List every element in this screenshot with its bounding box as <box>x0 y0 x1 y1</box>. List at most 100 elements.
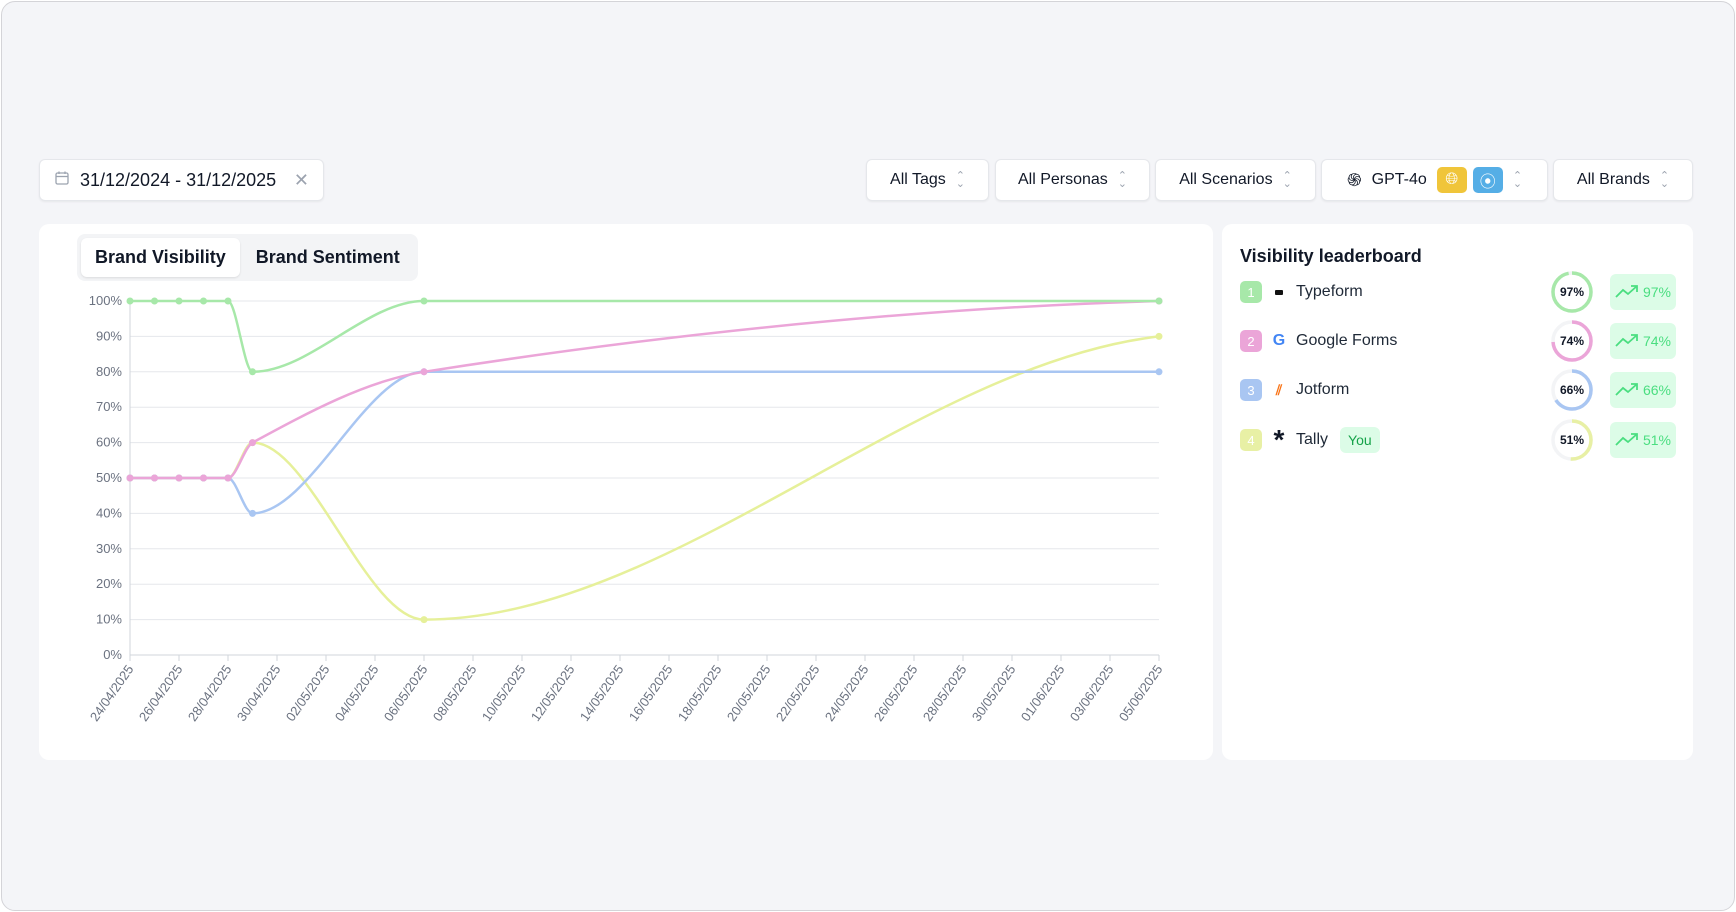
y-tick-label: 90% <box>96 328 122 343</box>
trend-value: 74% <box>1642 333 1672 349</box>
rank-badge: 1 <box>1240 281 1262 303</box>
data-point <box>151 297 158 305</box>
score-value: 97% <box>1559 285 1585 299</box>
score-value: 74% <box>1559 334 1585 348</box>
data-point <box>151 474 158 482</box>
chevron-updown-icon: ⌃ ⌄ <box>1512 170 1523 190</box>
x-tick-label: 16/05/2025 <box>626 662 676 724</box>
y-tick-label: 30% <box>96 541 122 556</box>
leaderboard-title: Visibility leaderboard <box>1240 246 1422 266</box>
x-tick-label: 26/04/2025 <box>136 662 186 724</box>
x-tick-label: 01/06/2025 <box>1018 662 1068 724</box>
leaderboard-item[interactable]: 1 Typeform 97% 97% <box>1240 270 1676 314</box>
tags-filter[interactable]: All Tags ⌃ ⌄ <box>866 159 989 201</box>
y-tick-label: 40% <box>96 505 122 520</box>
data-point <box>200 474 207 482</box>
trend-up-icon <box>1615 284 1639 301</box>
model-filter[interactable]: ֍ GPT-4o 🌐︎ ⦿ ⌃ ⌄ <box>1321 159 1548 201</box>
chevron-updown-icon: ⌃ ⌄ <box>955 170 965 190</box>
score-ring-fill <box>1551 320 1593 362</box>
y-tick-label: 100% <box>89 293 123 308</box>
trend-badge: 51% <box>1610 422 1676 458</box>
trend-up-icon <box>1615 333 1639 350</box>
brands-filter[interactable]: All Brands ⌃ ⌄ <box>1553 159 1693 201</box>
personas-filter-label: All Personas <box>1017 171 1108 188</box>
x-tick-label: 30/05/2025 <box>969 662 1019 724</box>
x-tick-label: 02/05/2025 <box>283 662 333 724</box>
brand-name: Google Forms <box>1296 332 1398 349</box>
score-ring-fill <box>1551 271 1593 313</box>
scenarios-filter[interactable]: All Scenarios ⌃ ⌄ <box>1155 159 1316 201</box>
chart-tabs: Brand Visibility Brand Sentiment <box>77 234 418 281</box>
clear-date-icon[interactable]: ✕ <box>293 169 309 190</box>
y-tick-label: 80% <box>96 364 122 379</box>
score-ring: 74% <box>1550 319 1594 363</box>
series-line-typeform <box>129 299 1159 374</box>
x-tick-label: 24/05/2025 <box>822 662 872 724</box>
x-tick-label: 26/05/2025 <box>871 662 921 724</box>
y-tick-label: 10% <box>96 612 122 627</box>
x-tick-label: 10/05/2025 <box>479 662 529 724</box>
data-point <box>126 297 134 305</box>
score-ring: 97% <box>1550 270 1594 314</box>
chevron-updown-icon: ⌃ ⌄ <box>1117 170 1128 190</box>
y-tick-label: 60% <box>96 435 122 450</box>
chevron-updown-icon: ⌃ ⌄ <box>1659 170 1670 190</box>
y-tick-label: 70% <box>96 399 122 414</box>
data-point <box>175 474 183 482</box>
trend-badge: 66% <box>1610 372 1676 408</box>
data-point <box>224 297 232 305</box>
x-tick-label: 20/05/2025 <box>724 662 774 724</box>
globe-icon: 🌐︎ <box>1436 167 1467 193</box>
y-tick-label: 20% <box>96 576 122 591</box>
data-point <box>249 439 256 447</box>
leaderboard-item[interactable]: 3 ⫽ Jotform 66% 66% <box>1240 369 1676 411</box>
google-logo-icon: G <box>1272 332 1286 349</box>
rank-badge: 4 <box>1240 429 1262 451</box>
x-tick-label: 22/05/2025 <box>773 662 823 724</box>
openai-icon: ֍ <box>1346 170 1362 190</box>
date-range-value: 31/12/2024 - 31/12/2025 <box>80 169 277 190</box>
chevron-updown-icon: ⌃ ⌄ <box>1282 170 1292 190</box>
typeform-logo-icon <box>1268 289 1290 295</box>
rank-badge: 2 <box>1240 330 1262 352</box>
score-ring-fill <box>1551 419 1593 461</box>
x-tick-label: 12/05/2025 <box>528 662 578 724</box>
trend-value: 97% <box>1642 284 1672 300</box>
tags-filter-label: All Tags <box>890 171 946 188</box>
jotform-logo-icon: ⫽ <box>1275 381 1283 398</box>
x-tick-label: 06/05/2025 <box>381 662 431 724</box>
score-ring: 51% <box>1550 418 1594 462</box>
series-line-google-forms <box>130 299 1160 480</box>
trend-badge: 74% <box>1610 323 1676 359</box>
tab-brand-visibility[interactable]: Brand Visibility <box>81 238 240 277</box>
trend-value: 51% <box>1642 432 1672 448</box>
data-point <box>1155 297 1163 305</box>
leaderboard-item[interactable]: 2 G Google Forms 74% 74% <box>1240 319 1676 363</box>
data-point <box>420 297 428 305</box>
score-ring-fill <box>1551 369 1593 411</box>
brand-name: Typeform <box>1296 283 1363 300</box>
visibility-line-chart: 0% 10% 20% 30% 40% 50% 60% 70% 80% 90% 100% 24/04/2… <box>87 293 1166 724</box>
scenarios-filter-label: All Scenarios <box>1179 171 1273 188</box>
data-point <box>420 368 428 376</box>
y-tick-label: 50% <box>96 470 122 485</box>
x-tick-label: 28/05/2025 <box>920 662 970 724</box>
data-point <box>420 616 428 624</box>
calendar-icon <box>54 170 70 191</box>
x-tick-label: 05/06/2025 <box>1116 662 1166 724</box>
data-point <box>224 474 232 482</box>
personas-filter[interactable]: All Personas ⌃ ⌄ <box>995 159 1150 201</box>
brand-name: Tally <box>1296 431 1329 448</box>
trend-up-icon <box>1615 382 1639 399</box>
date-range-picker[interactable]: 31/12/2024 - 31/12/2025 ✕ <box>39 159 324 201</box>
y-tick-label: 0% <box>103 647 122 662</box>
brands-filter-label: All Brands <box>1576 171 1650 188</box>
tab-brand-sentiment[interactable]: Brand Sentiment <box>255 247 400 267</box>
trend-up-icon <box>1615 432 1639 449</box>
leaderboard-item[interactable]: 4 * Tally You 51% 51% <box>1240 418 1676 462</box>
x-tick-label: 18/05/2025 <box>675 662 725 724</box>
leaderboard-card: Visibility leaderboard 1 Typeform 97% 97… <box>1222 224 1693 760</box>
score-value: 51% <box>1559 433 1585 447</box>
